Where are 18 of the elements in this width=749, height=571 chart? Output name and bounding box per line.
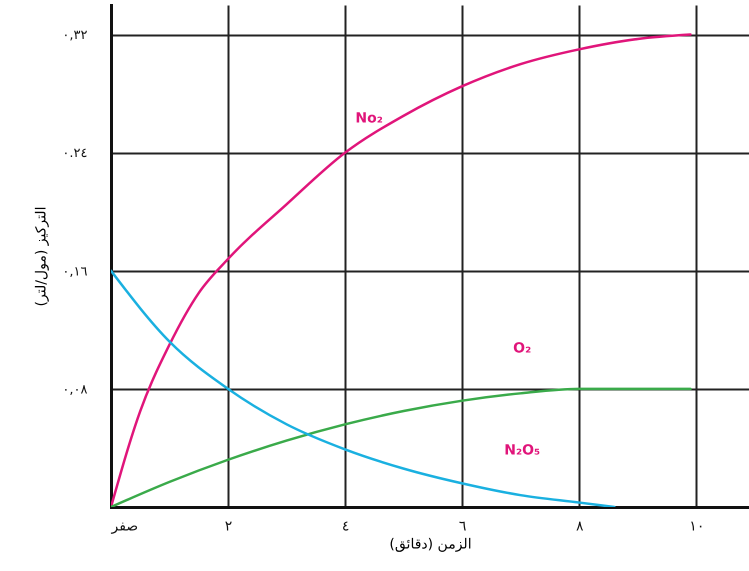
text: N₂O₅ <box>504 442 540 458</box>
x-tick-label: ١٠ <box>689 518 704 534</box>
x-tick-label: صفر <box>110 518 138 534</box>
x-tick-label: ٤ <box>342 518 350 534</box>
y-tick-label: ٠,٣٢ <box>62 28 88 44</box>
x-tick-label: ٨ <box>576 518 584 534</box>
y-tick-label: ٠,١٦ <box>62 264 88 280</box>
text: O₂ <box>513 340 532 357</box>
series-label: No₂ <box>355 110 383 127</box>
x-axis-title: الزمن (دقائق) <box>389 536 472 552</box>
y-tick-label: ٠.٢٤ <box>62 146 88 162</box>
x-tick-label: ٢ <box>224 518 232 534</box>
line-series <box>111 270 616 507</box>
line-series <box>111 388 692 507</box>
x-tick-label: ٦ <box>458 518 466 534</box>
y-axis-title: التركيز (مول/لتر) <box>33 206 50 306</box>
line-series <box>111 33 692 507</box>
y-tick-label: ٠,٠٨ <box>62 382 88 398</box>
